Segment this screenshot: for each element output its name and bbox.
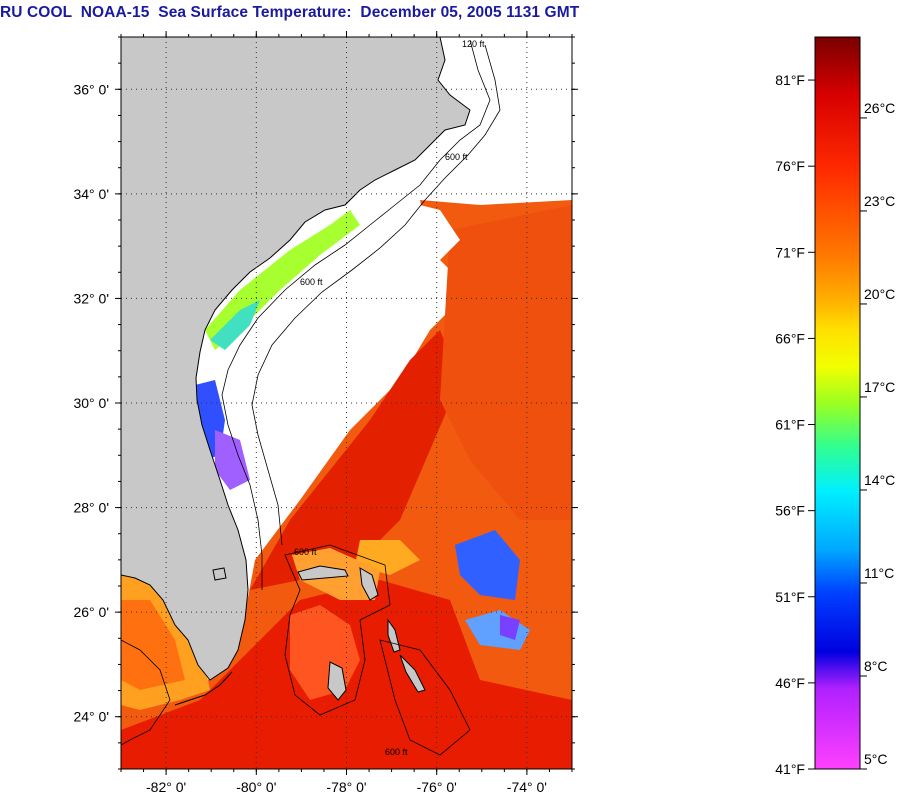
map-grid (121, 37, 572, 769)
sst-coastal-cyan (210, 300, 260, 350)
lon-tick-label: -78° 0' (326, 779, 366, 795)
colorbar-f-label: 51°F (775, 589, 805, 605)
colorbar-c-label: 26°C (864, 100, 895, 116)
colorbar (814, 36, 861, 770)
lat-tick-label: 24° 0' (73, 709, 109, 725)
contour-shelf-120ft (221, 39, 491, 590)
island-grand-bahama (297, 565, 349, 581)
contour-label-600ft-3: 600 ft (294, 547, 317, 557)
lat-tick-label: 28° 0' (73, 500, 109, 516)
contour-bahamas-banks (284, 544, 391, 716)
contour-label-600ft-4: 600 ft (385, 747, 408, 757)
colorbar-f-label: 41°F (775, 761, 805, 777)
sst-cool-patch-3 (500, 615, 520, 640)
colorbar-c-label: 11°C (864, 565, 894, 581)
lat-tick-label: 36° 0' (73, 81, 109, 97)
colorbar-f-label: 46°F (775, 675, 805, 691)
contour-label-600ft-1: 600 ft (445, 152, 468, 162)
lat-tick-label: 26° 0' (73, 604, 109, 620)
sst-coastal-purple (215, 430, 250, 490)
sst-cool-patch-1 (455, 530, 520, 600)
florida-keys (174, 671, 233, 706)
lon-axis-labels: -82° 0' -80° 0' -78° 0' -76° 0' -74° 0' (146, 779, 547, 795)
colorbar-f-label: 61°F (775, 417, 805, 433)
lon-tick-label: -76° 0' (417, 779, 457, 795)
lat-axis-labels: 36° 0' 34° 0' 32° 0' 30° 0' 28° 0' 26° 0' 24° … (73, 81, 109, 724)
colorbar-c-label: 8°C (864, 658, 888, 674)
lat-tick-label: 34° 0' (73, 186, 109, 202)
colorbar-c-labels: 26°C 23°C 20°C 17°C 14°C 11°C 8°C 5°C (864, 100, 895, 767)
contour-shelf-600ft (251, 44, 501, 546)
land-us-southeast (121, 37, 471, 681)
contour-gulf (121, 639, 171, 746)
island-exuma (399, 654, 426, 693)
lon-tick-label: -82° 0' (146, 779, 186, 795)
island-small (212, 567, 227, 581)
colorbar-f-label: 81°F (775, 72, 805, 88)
map-panel: 120 ft 600 ft 600 ft 600 ft 600 ft (121, 37, 572, 769)
colorbar-c-label: 17°C (864, 379, 895, 395)
colorbar-c-label: 14°C (864, 472, 895, 488)
sst-southeast-ocean (440, 205, 572, 520)
colorbar-c-label: 20°C (864, 286, 895, 302)
colorbar-f-label: 71°F (775, 244, 805, 260)
colorbar-f-label: 66°F (775, 330, 805, 346)
island-andros (327, 661, 347, 701)
lon-tick-label: -80° 0' (236, 779, 276, 795)
lon-tick-label: -74° 0' (507, 779, 547, 795)
sst-gulf-stream (250, 330, 460, 590)
lat-tick-label: 32° 0' (73, 290, 109, 306)
contour-label-600ft-2: 600 ft (300, 277, 323, 287)
colorbar-c-label: 23°C (864, 193, 895, 209)
island-abaco (359, 567, 379, 601)
colorbar-c-label: 5°C (864, 751, 888, 767)
sst-gulf-warm (121, 600, 185, 690)
contour-label-120ft: 120 ft (462, 39, 485, 49)
colorbar-f-labels: 81°F 76°F 71°F 66°F 61°F 56°F 51°F 46°F 41°F (775, 72, 805, 777)
frame-ticks (115, 31, 867, 775)
contour-bahamas-south (379, 639, 471, 756)
colorbar-f-label: 56°F (775, 503, 805, 519)
colorbar-f-label: 76°F (775, 158, 805, 174)
chart-title: RU COOL NOAA-15 Sea Surface Temperature:… (0, 4, 580, 21)
lat-tick-label: 30° 0' (73, 395, 109, 411)
